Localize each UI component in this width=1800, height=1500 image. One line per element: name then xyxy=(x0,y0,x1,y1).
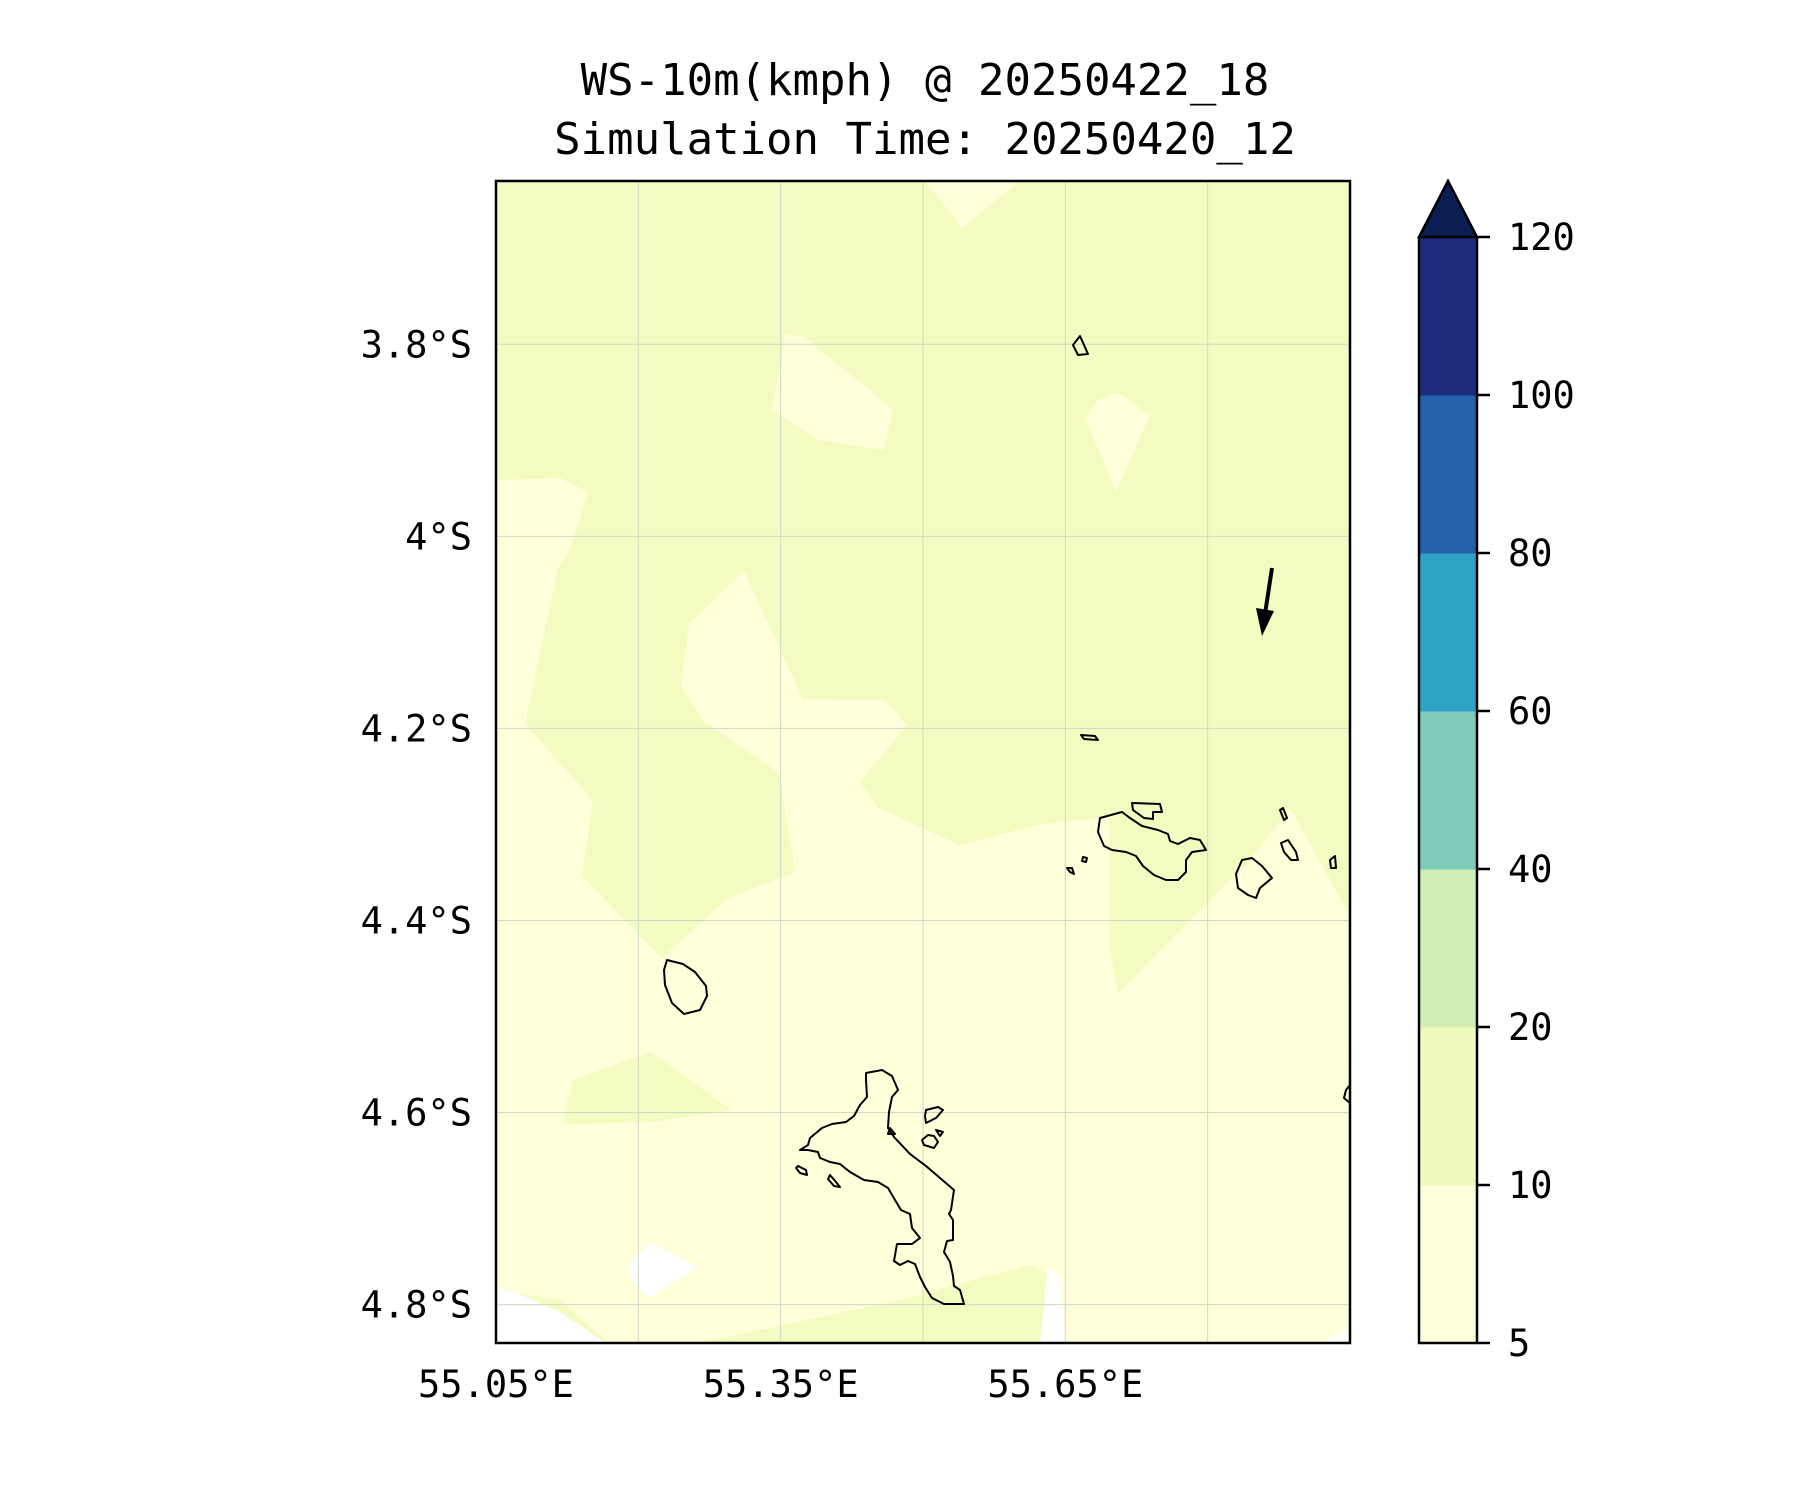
gridlines xyxy=(496,181,1350,1343)
wind-vector-arrow xyxy=(1256,567,1274,636)
coastline-islet-a xyxy=(887,1127,896,1135)
colorbar-tick-label: 60 xyxy=(1508,690,1553,733)
map-panel: 3.8°S 4°S 4.2°S 4.4°S 4.6°S 4.8°S 55.05°E 55.3… xyxy=(361,179,1352,1406)
coastline-praslin-island xyxy=(1097,811,1207,881)
latitude-tick-label: 4.8°S xyxy=(361,1284,472,1327)
latitude-tick-labels: 3.8°S 4°S 4.2°S 4.4°S 4.6°S 4.8°S xyxy=(361,323,472,1326)
field-mid-bottom2 xyxy=(700,1265,1060,1343)
colorbar-tick-label: 5 xyxy=(1508,1322,1530,1365)
coastline-islet-j xyxy=(1066,867,1075,875)
coastline-islet-c xyxy=(921,1134,939,1149)
colorbar-segment xyxy=(1419,869,1477,1028)
field-light-topedge xyxy=(925,181,1020,228)
colorbar-tick-label: 80 xyxy=(1508,532,1553,575)
coastline-islet-g xyxy=(1279,807,1288,821)
coastline-mahe-island xyxy=(799,1069,965,1305)
colorbar-segment xyxy=(1419,1027,1477,1186)
field-mid-southwest xyxy=(564,1052,731,1124)
field-calm-3 xyxy=(1040,1268,1066,1343)
colorbar-tick-label: 120 xyxy=(1508,216,1575,259)
coastline-islet-i xyxy=(1081,856,1088,863)
latitude-tick-label: 4.4°S xyxy=(361,899,472,942)
coastline-curieuse-island xyxy=(1131,802,1163,820)
coastline-la-digue-island xyxy=(1235,857,1273,899)
field-calm-1 xyxy=(628,1242,698,1298)
colorbar-segment xyxy=(1419,711,1477,870)
longitude-tick-label: 55.65°E xyxy=(987,1363,1143,1406)
colorbar-tick-label: 20 xyxy=(1508,1006,1553,1049)
longitude-tick-label: 55.35°E xyxy=(703,1363,859,1406)
field-calm-2 xyxy=(496,1288,606,1343)
field-light-north1 xyxy=(772,335,893,450)
latitude-tick-label: 4.6°S xyxy=(361,1092,472,1135)
latitude-tick-label: 3.8°S xyxy=(361,323,472,366)
colorbar-frame xyxy=(1417,237,1479,1345)
figure-subtitle: Simulation Time: 20250420_12 xyxy=(554,114,1296,165)
colorbar-tick-label: 40 xyxy=(1508,848,1553,891)
coastline-silhouette-island xyxy=(663,959,708,1015)
colorbar-extend-arrow xyxy=(1416,178,1480,239)
longitude-tick-labels: 55.05°E 55.35°E 55.65°E xyxy=(418,1363,1143,1406)
colorbar-segment xyxy=(1419,237,1477,396)
latitude-tick-label: 4°S xyxy=(405,515,472,558)
colorbar-tick-label: 100 xyxy=(1508,374,1575,417)
latitude-tick-label: 4.2°S xyxy=(361,707,472,750)
longitude-tick-label: 55.05°E xyxy=(418,1363,574,1406)
coastline-islet-m xyxy=(1343,1084,1350,1104)
coastline-islet-d xyxy=(935,1129,944,1137)
coastline-islet-e xyxy=(795,1165,808,1176)
coastline-islet-l xyxy=(1072,335,1089,356)
colorbar-segment xyxy=(1419,1185,1477,1344)
coastline-islet-b xyxy=(924,1106,944,1124)
field-light-north2 xyxy=(1085,392,1150,492)
coastline-felicite-island xyxy=(1280,839,1299,861)
field-calm-4 xyxy=(1322,1328,1350,1343)
map-frame xyxy=(494,179,1352,1345)
figure-title: WS-10m(kmph) @ 20250422_18 xyxy=(581,55,1270,106)
coastlines xyxy=(663,335,1350,1305)
coastline-islet-h xyxy=(1329,855,1337,869)
coastline-islet-k xyxy=(1080,734,1099,741)
colorbar-segment xyxy=(1419,395,1477,554)
coastline-islet-f xyxy=(827,1174,841,1188)
colorbar-tick-label: 10 xyxy=(1508,1164,1553,1207)
colorbar-segment xyxy=(1419,553,1477,712)
colorbar: 5 10 20 40 60 80 100 120 xyxy=(1416,178,1575,1365)
